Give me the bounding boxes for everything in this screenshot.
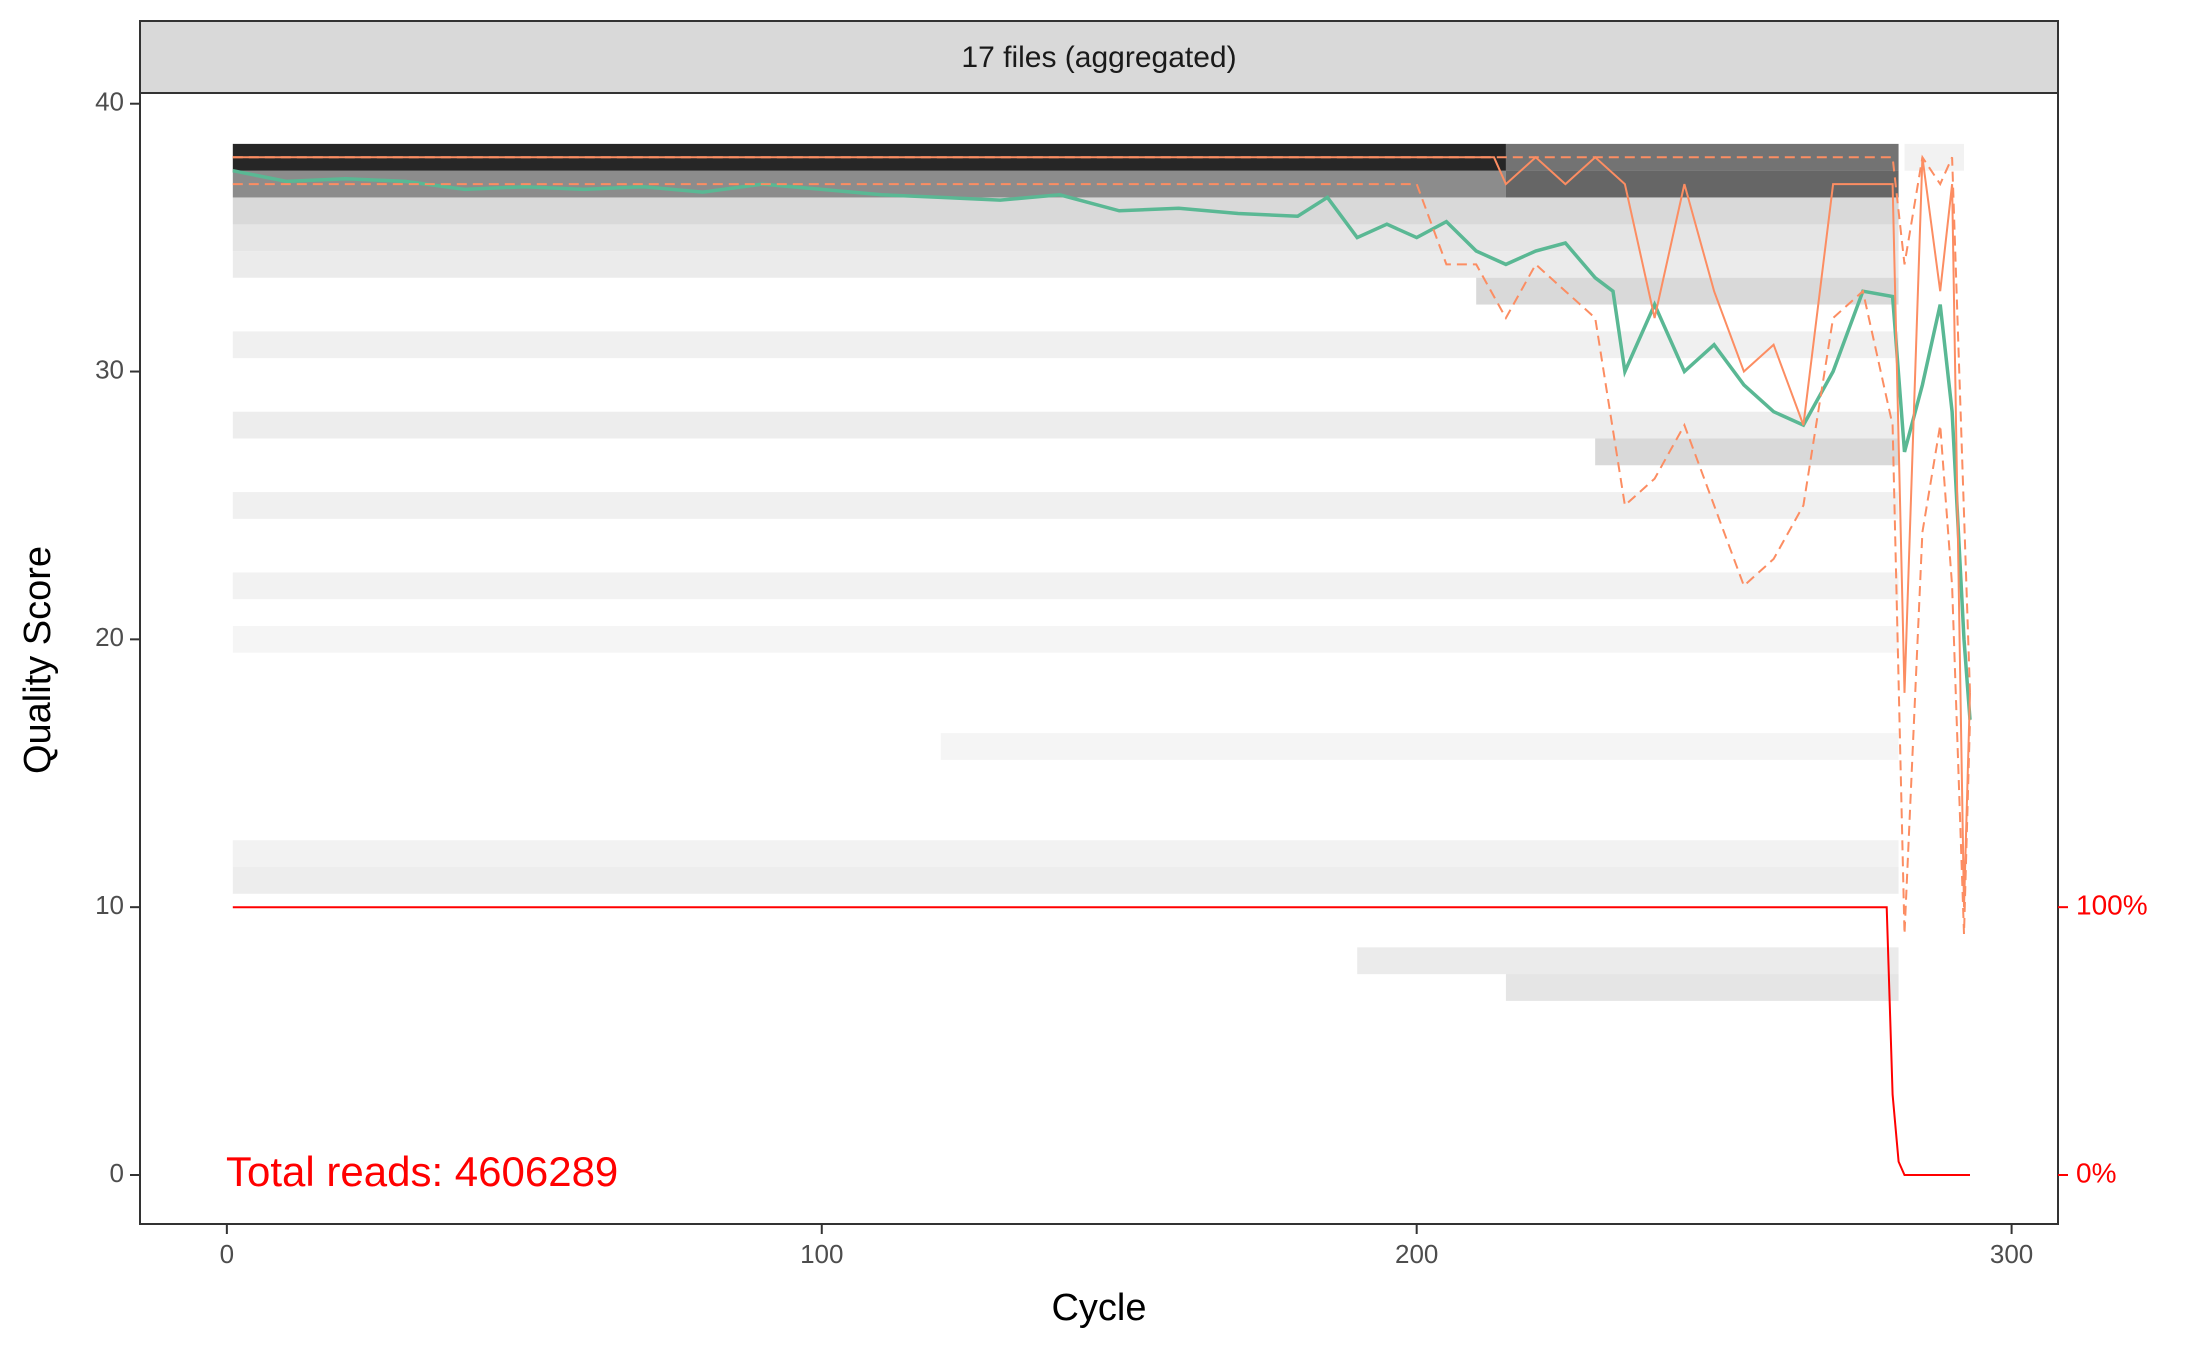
series-line (232, 183, 1971, 935)
heatmap-cell (940, 733, 1899, 760)
heatmap-cell (232, 840, 1899, 867)
heatmap-cell (1595, 438, 1899, 466)
x-tick-label: 100 (800, 1239, 843, 1269)
heatmap-cell (232, 197, 1899, 225)
heatmap-cell (1357, 947, 1899, 975)
heatmap-cell (232, 492, 1899, 519)
series-line (232, 154, 1971, 693)
heatmap-cell (232, 625, 1899, 653)
heatmap-cell (232, 411, 1899, 439)
y-tick-label: 10 (95, 890, 124, 920)
series-line (232, 155, 1971, 908)
strip-title: 17 files (aggregated) (961, 41, 1236, 74)
heatmap-cell (232, 331, 1899, 359)
x-tick-label: 300 (1990, 1239, 2033, 1269)
series-line (232, 906, 1970, 1176)
y-tick-label: 20 (95, 622, 124, 652)
strip (139, 20, 2059, 94)
x-tick-label: 200 (1395, 1239, 1438, 1269)
heatmap-cell (232, 224, 1899, 252)
x-axis-title: Cycle (1051, 1287, 1146, 1329)
heatmap-cell (232, 251, 1899, 278)
panel-border (139, 92, 2059, 1225)
annotation: Total reads: 4606289 (226, 1148, 618, 1195)
heatmap-cell (1505, 974, 1899, 1001)
heatmap-cell (1476, 277, 1899, 305)
series-line (232, 168, 1972, 720)
heatmap-cell (1904, 143, 1965, 171)
y-tick-label: 0 (110, 1158, 124, 1188)
y-tick-label: 30 (95, 354, 124, 384)
y2-tick-label: 100% (2076, 890, 2148, 921)
y-axis-title: Quality Score (17, 546, 59, 774)
x-tick-label: 0 (220, 1239, 234, 1269)
y-tick-label: 40 (95, 87, 124, 117)
heatmap-cell (232, 572, 1899, 600)
y2-tick-label: 0% (2076, 1157, 2116, 1188)
heatmap-cell (232, 866, 1899, 894)
